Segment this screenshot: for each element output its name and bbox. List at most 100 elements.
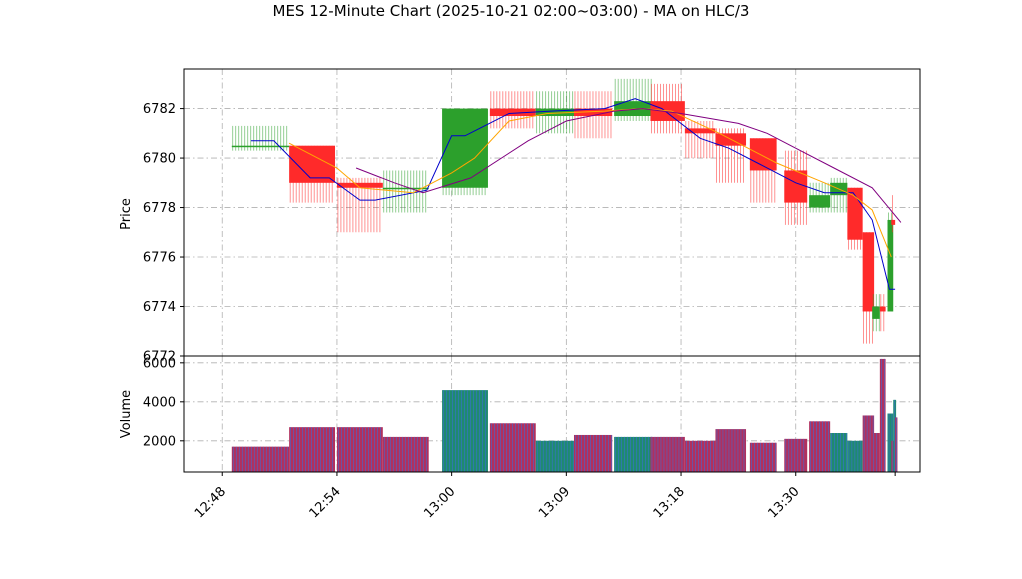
price-y-axis-label: Price bbox=[119, 198, 134, 230]
candle bbox=[614, 78, 653, 121]
volume-panel: 2000 4000 6000 Volume bbox=[119, 355, 921, 473]
candle bbox=[289, 145, 336, 203]
candle-body bbox=[879, 306, 886, 312]
volume-bar-fill bbox=[784, 438, 808, 472]
volume-bar bbox=[684, 440, 716, 472]
price-y-tick-label: 6780 bbox=[143, 152, 176, 167]
volume-bar-fill bbox=[895, 417, 898, 472]
candle bbox=[891, 195, 896, 233]
volume-bar bbox=[809, 421, 831, 472]
candle-body bbox=[891, 219, 896, 225]
candle bbox=[231, 125, 290, 151]
candle bbox=[573, 91, 613, 139]
volume-bar-fill bbox=[489, 423, 536, 472]
moving-average-line bbox=[250, 98, 896, 290]
volume-y-axis-label: Volume bbox=[119, 390, 134, 438]
volume-bar bbox=[847, 440, 863, 472]
candle-body bbox=[489, 108, 536, 117]
candle bbox=[535, 91, 574, 134]
volume-bar bbox=[872, 433, 880, 472]
candle bbox=[489, 91, 536, 129]
x-tick-label: 13:30 bbox=[765, 484, 802, 521]
chart-title: MES 12-Minute Chart (2025-10-21 02:00~03… bbox=[273, 2, 750, 20]
volume-bar-fill bbox=[289, 427, 336, 472]
candle bbox=[749, 138, 777, 203]
candle-body bbox=[614, 101, 653, 117]
candle bbox=[809, 182, 831, 213]
price-y-tick-label: 6778 bbox=[143, 201, 176, 216]
price-y-tick-label: 6776 bbox=[143, 251, 176, 266]
candle-body bbox=[784, 170, 808, 203]
x-tick-label: 13:18 bbox=[651, 484, 688, 521]
volume-bar-fill bbox=[887, 413, 894, 472]
candle-body bbox=[382, 187, 429, 190]
volume-bar bbox=[442, 390, 488, 472]
volume-bar bbox=[489, 423, 536, 472]
candle bbox=[862, 232, 875, 344]
candle-body bbox=[336, 182, 383, 188]
candle-body bbox=[231, 145, 290, 148]
candle-body bbox=[573, 108, 613, 117]
candle bbox=[879, 294, 886, 332]
volume-y-tick-label: 4000 bbox=[143, 395, 176, 410]
candle-body bbox=[749, 138, 777, 171]
candle-body bbox=[684, 128, 716, 134]
volume-y-tick-label: 6000 bbox=[143, 356, 176, 371]
volume-bar-fill bbox=[535, 440, 574, 472]
x-tick-label: 13:09 bbox=[536, 484, 573, 521]
volume-bar bbox=[830, 433, 848, 472]
volume-bar-fill bbox=[879, 358, 886, 472]
volume-bar-fill bbox=[650, 436, 685, 472]
candle bbox=[784, 150, 808, 225]
moving-average-line bbox=[288, 108, 892, 258]
moving-average-line bbox=[355, 108, 902, 223]
volume-bar bbox=[891, 440, 896, 472]
moving-average-lines bbox=[250, 98, 902, 290]
volume-bar-fill bbox=[872, 433, 880, 472]
price-y-ticks: 6772 6774 6776 6778 6780 6782 bbox=[143, 102, 184, 365]
candle-body bbox=[862, 232, 875, 312]
price-panel: 6772 6774 6776 6778 6780 6782 Price bbox=[119, 68, 921, 365]
x-tick-label: 13:00 bbox=[421, 484, 458, 521]
candle-body bbox=[872, 306, 880, 319]
candle-body bbox=[809, 195, 831, 208]
volume-bar bbox=[893, 399, 897, 472]
volume-bar bbox=[895, 417, 898, 472]
volume-bar bbox=[289, 427, 336, 472]
volume-bar bbox=[573, 434, 613, 472]
candle bbox=[887, 212, 894, 312]
candle-body bbox=[289, 145, 336, 183]
volume-bar-fill bbox=[830, 433, 848, 472]
candle bbox=[336, 177, 383, 233]
candle-body bbox=[535, 108, 574, 117]
volume-bar-fill bbox=[336, 427, 383, 472]
volume-bar-fill bbox=[382, 436, 429, 472]
volume-y-ticks: 2000 4000 6000 bbox=[143, 356, 184, 449]
volume-bars bbox=[231, 358, 898, 472]
volume-bar bbox=[749, 442, 777, 472]
price-y-tick-label: 6772 bbox=[143, 350, 176, 365]
candle bbox=[684, 120, 716, 159]
candle bbox=[650, 83, 685, 134]
price-y-tick-label: 6782 bbox=[143, 102, 176, 117]
candle bbox=[442, 108, 488, 196]
volume-y-tick-label: 2000 bbox=[143, 434, 176, 449]
x-tick-label: 12:54 bbox=[307, 484, 344, 521]
volume-bar-fill bbox=[891, 440, 896, 472]
volume-bar bbox=[336, 427, 383, 472]
volume-bar bbox=[715, 429, 747, 472]
volume-bar bbox=[784, 438, 808, 472]
x-tick-label: 12:48 bbox=[192, 484, 229, 521]
volume-axes-frame bbox=[183, 355, 921, 473]
volume-bar-fill bbox=[614, 436, 653, 472]
price-y-tick-label: 6774 bbox=[143, 300, 176, 315]
volume-bar bbox=[535, 440, 574, 472]
volume-bar bbox=[382, 436, 429, 472]
volume-bar bbox=[650, 436, 685, 472]
x-axis-ticks: 12:48 12:54 13:00 13:09 13:18 13:30 bbox=[192, 472, 896, 521]
volume-bar bbox=[614, 436, 653, 472]
price-candles bbox=[231, 78, 896, 344]
volume-bar-fill bbox=[442, 390, 488, 472]
